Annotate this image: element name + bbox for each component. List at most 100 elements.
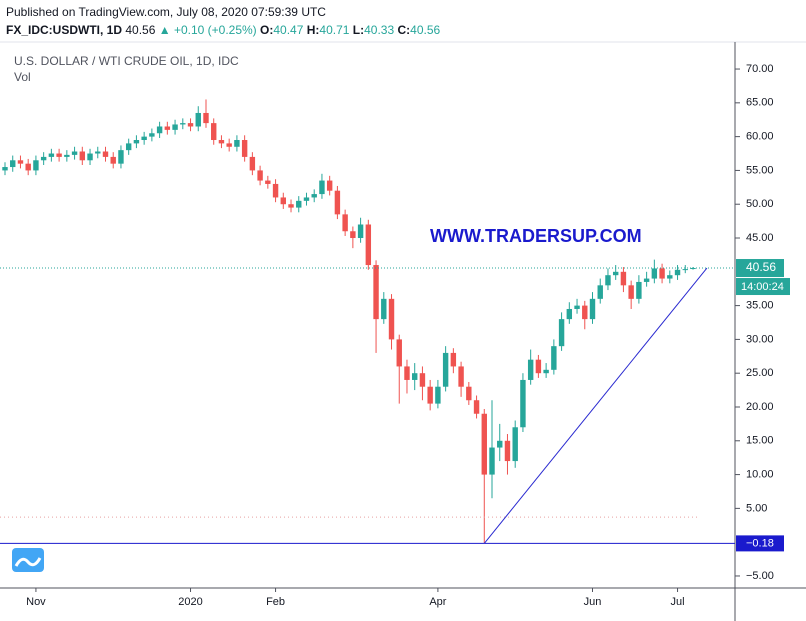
candle-body xyxy=(473,400,480,414)
x-tick-label: Nov xyxy=(26,596,46,608)
candle-body xyxy=(118,150,124,164)
candle-body xyxy=(265,180,271,184)
candle-body xyxy=(10,160,16,168)
candle-body xyxy=(149,133,155,137)
candle-body xyxy=(450,352,457,367)
watermark: WWW.TRADERSUP.COM xyxy=(430,226,642,246)
candle-body xyxy=(234,140,240,147)
candle-body xyxy=(357,224,364,239)
candle-body xyxy=(226,143,232,147)
last-price-label: 40.56 xyxy=(746,260,776,274)
candle-body xyxy=(558,319,565,347)
candle-body xyxy=(497,440,503,448)
y-tick-label: 25.00 xyxy=(746,367,774,379)
candle-body xyxy=(381,298,387,320)
open-value: 40.47 xyxy=(273,23,304,37)
candle-body xyxy=(682,269,688,271)
candle-body xyxy=(466,386,472,401)
y-tick-label: 35.00 xyxy=(746,300,774,312)
candle-body xyxy=(520,379,526,428)
close-label: C: xyxy=(397,23,411,37)
candle-body xyxy=(311,194,317,198)
candle-body xyxy=(396,339,402,367)
candle-body xyxy=(110,156,116,164)
candle-body xyxy=(489,447,495,475)
candle-body xyxy=(435,386,441,404)
candle-body xyxy=(342,214,348,232)
candle-body xyxy=(458,366,464,387)
level-price-box xyxy=(736,535,784,552)
x-tick-label: Jun xyxy=(584,596,602,608)
tradingview-logo xyxy=(12,548,44,572)
candle-body xyxy=(412,373,418,380)
x-tick-label: Jul xyxy=(671,596,685,608)
published-line: Published on TradingView.com, July 08, 2… xyxy=(6,5,326,19)
candle-body xyxy=(56,153,62,157)
candle-body xyxy=(141,136,147,141)
candle-body xyxy=(280,197,286,205)
candle-body xyxy=(643,278,650,282)
x-tick-label: 2020 xyxy=(178,596,202,608)
candle-body xyxy=(164,126,171,130)
candle-body xyxy=(636,281,642,299)
candle-body xyxy=(79,151,86,161)
candle-body xyxy=(303,197,310,201)
candle-body xyxy=(597,285,603,299)
candle-body xyxy=(33,160,39,171)
candle-body xyxy=(651,268,658,279)
last-price: 40.56 xyxy=(125,23,156,37)
candle-body xyxy=(195,112,201,127)
y-tick-label: 20.00 xyxy=(746,401,774,413)
candle-body xyxy=(203,112,209,124)
low-label: L: xyxy=(352,23,365,37)
x-tick-label: Feb xyxy=(266,596,285,608)
candle-body xyxy=(674,269,681,276)
candle-body xyxy=(48,153,55,157)
candle-body xyxy=(543,369,549,374)
candle-body xyxy=(272,183,279,198)
candle-body xyxy=(25,163,31,171)
y-tick-label: 70.00 xyxy=(746,63,774,75)
candle-body xyxy=(527,359,534,380)
candle-body xyxy=(95,151,101,154)
candle-body xyxy=(102,151,109,157)
candle-body xyxy=(566,308,573,320)
candle-body xyxy=(187,123,194,127)
y-tick-label: 5.00 xyxy=(746,502,767,514)
candle-body xyxy=(512,427,518,462)
candle-body xyxy=(319,180,325,195)
y-tick-label: 60.00 xyxy=(746,131,774,143)
candle-body xyxy=(133,140,140,144)
close-value: 40.56 xyxy=(410,23,441,37)
candle-body xyxy=(288,204,294,208)
candle-body xyxy=(218,140,225,144)
candle-body xyxy=(605,275,611,286)
candle-body xyxy=(172,124,178,130)
candle-body xyxy=(40,156,47,161)
y-tick-label: 15.00 xyxy=(746,435,774,447)
candle-body xyxy=(211,123,217,141)
candle-body xyxy=(334,190,341,215)
candle-body xyxy=(71,151,78,155)
candle-body xyxy=(257,170,263,181)
candle-body xyxy=(667,275,673,279)
level-price-label: −0.18 xyxy=(746,537,774,549)
candle-body xyxy=(551,346,557,370)
open-label: O: xyxy=(260,23,274,37)
high-value: 40.71 xyxy=(319,23,350,37)
candle-body xyxy=(64,154,70,157)
y-tick-label: 55.00 xyxy=(746,164,774,176)
candle-body xyxy=(535,359,542,374)
candle-body xyxy=(180,123,186,125)
trend-line xyxy=(483,267,708,544)
candle-body xyxy=(427,386,433,404)
y-tick-label: −5.00 xyxy=(746,570,774,582)
candle-body xyxy=(404,366,410,380)
volume-label: Vol xyxy=(14,70,31,84)
candle-body xyxy=(2,167,8,171)
candle-body xyxy=(628,285,634,299)
low-value: 40.33 xyxy=(364,23,395,37)
candle-body xyxy=(582,305,588,320)
candle-body xyxy=(87,153,93,161)
